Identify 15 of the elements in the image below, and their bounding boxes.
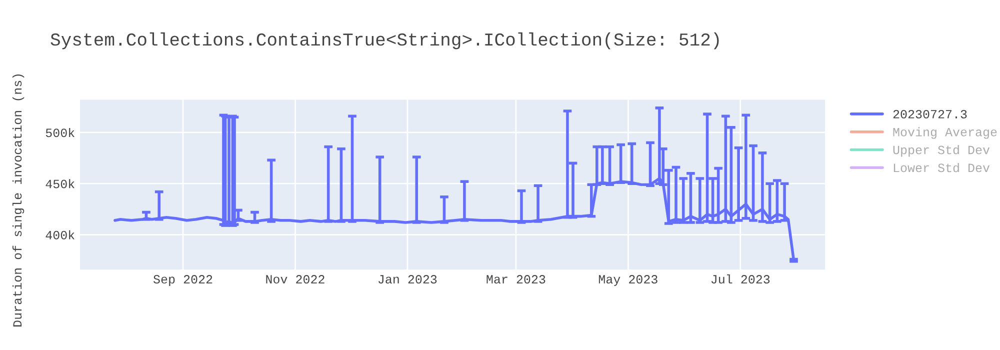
- y-tick-label: 450k: [46, 179, 74, 188]
- x-tick-label: Jul 2023: [711, 274, 770, 284]
- x-tick-label: May 2023: [598, 275, 658, 286]
- y-tick-label: 400k: [46, 230, 74, 240]
- x-tick-label: Jan 2023: [378, 275, 437, 284]
- legend-label: Upper Std Dev: [893, 145, 990, 157]
- y-tick-label: 500k: [46, 128, 74, 138]
- legend-label: Moving Average: [893, 127, 997, 139]
- legend-label: 20230727.3: [893, 110, 967, 118]
- chart-title: System.Collections.ContainsTrue<String>.ICollection(Size: 512): [50, 32, 719, 50]
- x-tick-label: Mar 2023: [486, 275, 546, 284]
- legend-label: Lower Std Dev: [894, 162, 990, 172]
- x-tick-label: Nov 2022: [266, 275, 324, 284]
- y-axis-title: Duration of single invocation (ns): [12, 74, 24, 326]
- x-tick-label: Sep 2022: [153, 275, 212, 286]
